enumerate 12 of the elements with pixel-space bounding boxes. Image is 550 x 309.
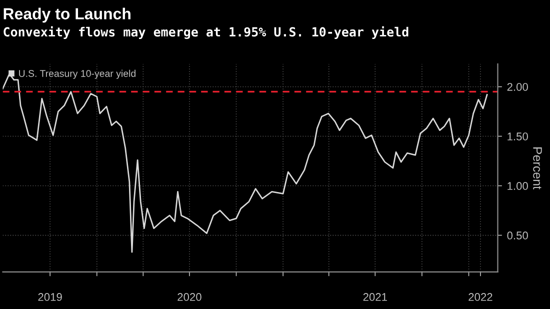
x-tick-label: 2022 — [468, 293, 492, 301]
y-tick-label: 2.00 — [507, 83, 528, 91]
chart-subtitle: Convexity flows may emerge at 1.95% U.S. 10-year yield — [4, 26, 408, 40]
y-axis-title: Percent — [533, 147, 542, 190]
legend-label: U.S. Treasury 10-year yield — [19, 70, 136, 79]
x-tick-label: 2020 — [178, 293, 202, 301]
y-tick-label: 1.50 — [508, 132, 528, 140]
y-tick-label: 0.50 — [507, 232, 528, 240]
x-tick-label: 2019 — [38, 293, 62, 301]
y-tick-label: 1.00 — [508, 182, 528, 190]
chart-title: Ready to Launch — [4, 8, 130, 23]
x-tick-label: 2021 — [363, 293, 387, 301]
